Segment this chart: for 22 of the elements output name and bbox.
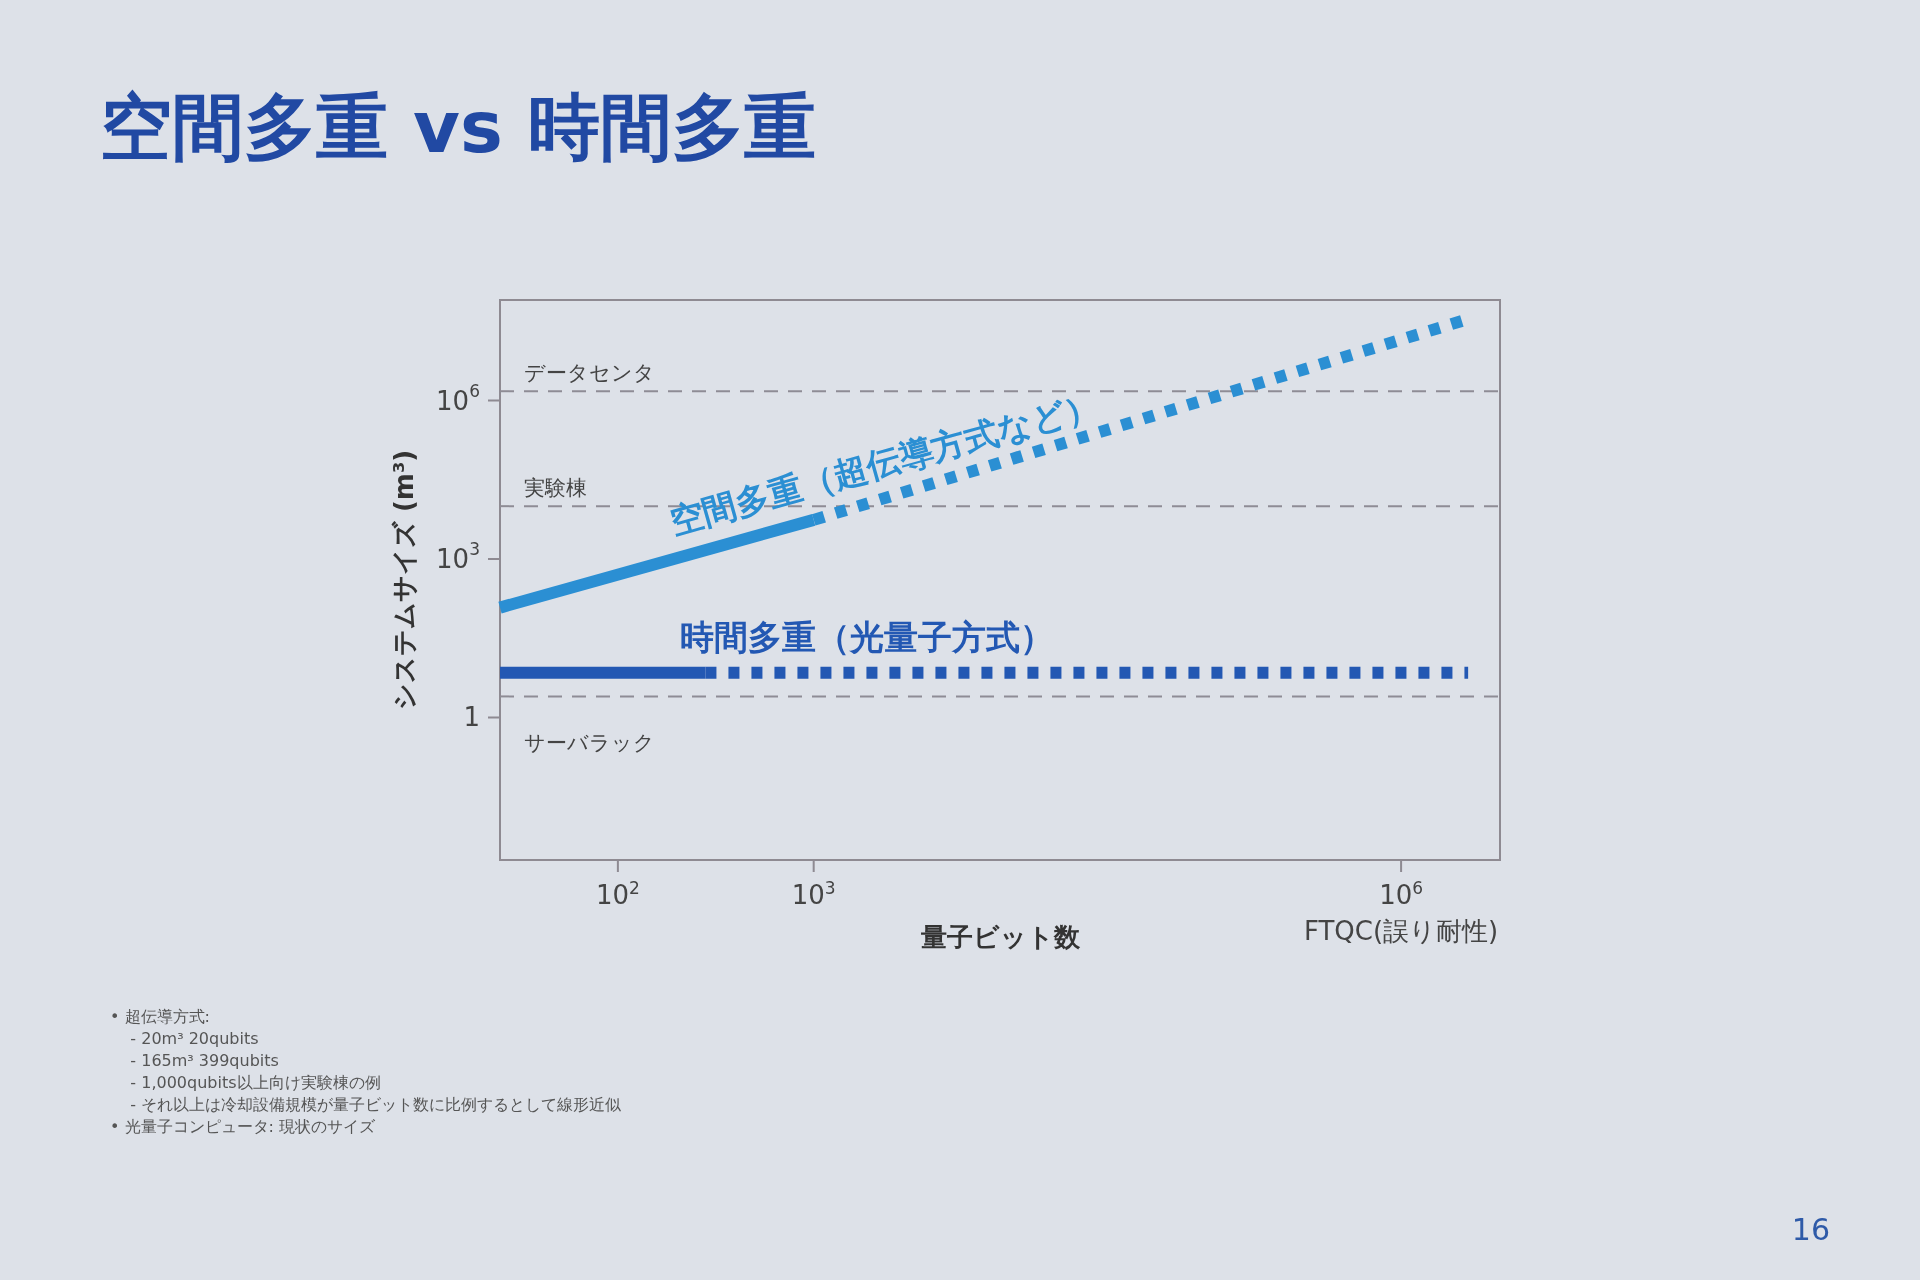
footnote: • 光量子コンピュータ: 現状のサイズ [110,1117,375,1136]
ref-label: 実験棟 [524,476,587,501]
xtick: FTQC(誤り耐性) [1303,916,1499,946]
series-name: 時間多重（光量子方式） [680,616,1054,657]
page-number: 16 [1791,1212,1830,1247]
footnote: - 165m³ 399qubits [130,1051,279,1070]
ytick: 1 [463,702,480,733]
xtick: 10$^{2}$ [595,878,640,910]
series-name: 空間多重（超伝導方式など） [664,383,1104,542]
ref-label: サーバラック [524,731,655,756]
footnote: - それ以上は冷却設備規模が量子ビット数に比例するとして線形近似 [130,1095,622,1114]
xlabel: 量子ビット数 [920,922,1080,952]
footnote: - 1,000qubits以上向け実験棟の例 [130,1073,381,1092]
xtick: 10$^{6}$ [1379,878,1424,910]
ref-label: データセンタ [524,361,655,386]
ylabel: システムサイズ (m³) [389,449,419,711]
xtick: 10$^{3}$ [791,878,836,910]
footnote: - 20m³ 20qubits [130,1029,259,1048]
ytick: 10$^{6}$ [436,380,480,416]
title: 空間多重 vs 時間多重 [100,85,816,169]
footnote: • 超伝導方式: [110,1007,210,1026]
ytick: 10$^{3}$ [436,539,480,574]
